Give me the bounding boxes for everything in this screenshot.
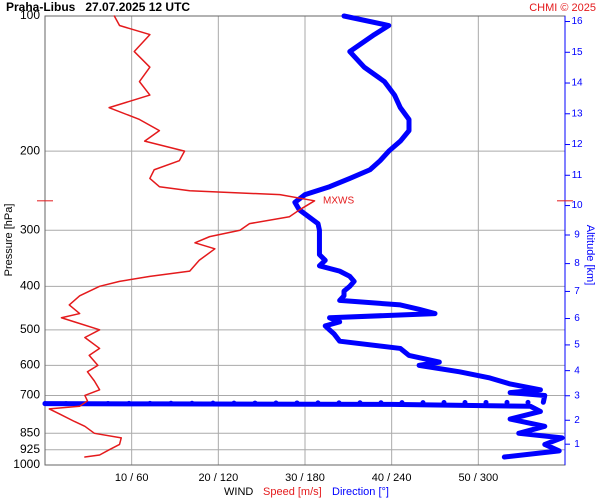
- y2-tick-label: 7: [574, 286, 580, 297]
- y-axis-label: Pressure [hPa]: [3, 204, 15, 277]
- chart-title: Praha-Libus 27.07.2025 12 UTC: [6, 0, 190, 14]
- y-tick-label: 925: [20, 442, 40, 456]
- y2-tick-label: 3: [574, 390, 580, 401]
- y2-tick-label: 8: [574, 258, 580, 269]
- y-tick-label: 100: [20, 8, 40, 22]
- x-tick-label: 40 / 240: [372, 472, 412, 484]
- y-tick-label: 300: [20, 222, 40, 236]
- y-tick-label: 700: [20, 388, 40, 402]
- y-tick-label: 1000: [13, 457, 40, 471]
- y-tick-label: 850: [20, 425, 40, 439]
- legend-speed: Speed [m/s]: [263, 486, 322, 498]
- y2-tick-label: 15: [571, 47, 583, 58]
- x-tick-label: 10 / 60: [115, 472, 149, 484]
- y-tick-label: 200: [20, 143, 40, 157]
- credit: CHMI © 2025: [529, 2, 596, 14]
- y2-tick-label: 12: [571, 139, 583, 150]
- annotation: MXWS: [323, 195, 354, 206]
- y2-tick-label: 5: [574, 340, 580, 351]
- y2-tick-label: 10: [571, 200, 583, 211]
- y2-tick-label: 16: [571, 16, 583, 27]
- x-tick-label: 50 / 300: [458, 472, 498, 484]
- y-tick-label: 500: [20, 322, 40, 336]
- y2-tick-label: 13: [571, 108, 583, 119]
- direction-line: [42, 13, 565, 460]
- speed-line: [48, 15, 316, 458]
- legend-direction: Direction [°]: [332, 486, 389, 498]
- y2-tick-label: 14: [571, 78, 583, 89]
- x-tick-label: 30 / 180: [285, 472, 325, 484]
- y2-tick-label: 1: [574, 439, 580, 450]
- y-tick-label: 400: [20, 278, 40, 292]
- y2-tick-label: 6: [574, 313, 580, 324]
- y2-tick-label: 9: [574, 230, 580, 241]
- x-tick-label: 20 / 120: [198, 472, 238, 484]
- y2-tick-label: 4: [574, 365, 580, 376]
- y2-tick-label: 2: [574, 415, 580, 426]
- y-tick-label: 600: [20, 358, 40, 372]
- y2-axis-label: Altitude [km]: [584, 225, 596, 286]
- x-axis-label: WIND: [224, 486, 253, 498]
- y2-tick-label: 11: [572, 170, 583, 181]
